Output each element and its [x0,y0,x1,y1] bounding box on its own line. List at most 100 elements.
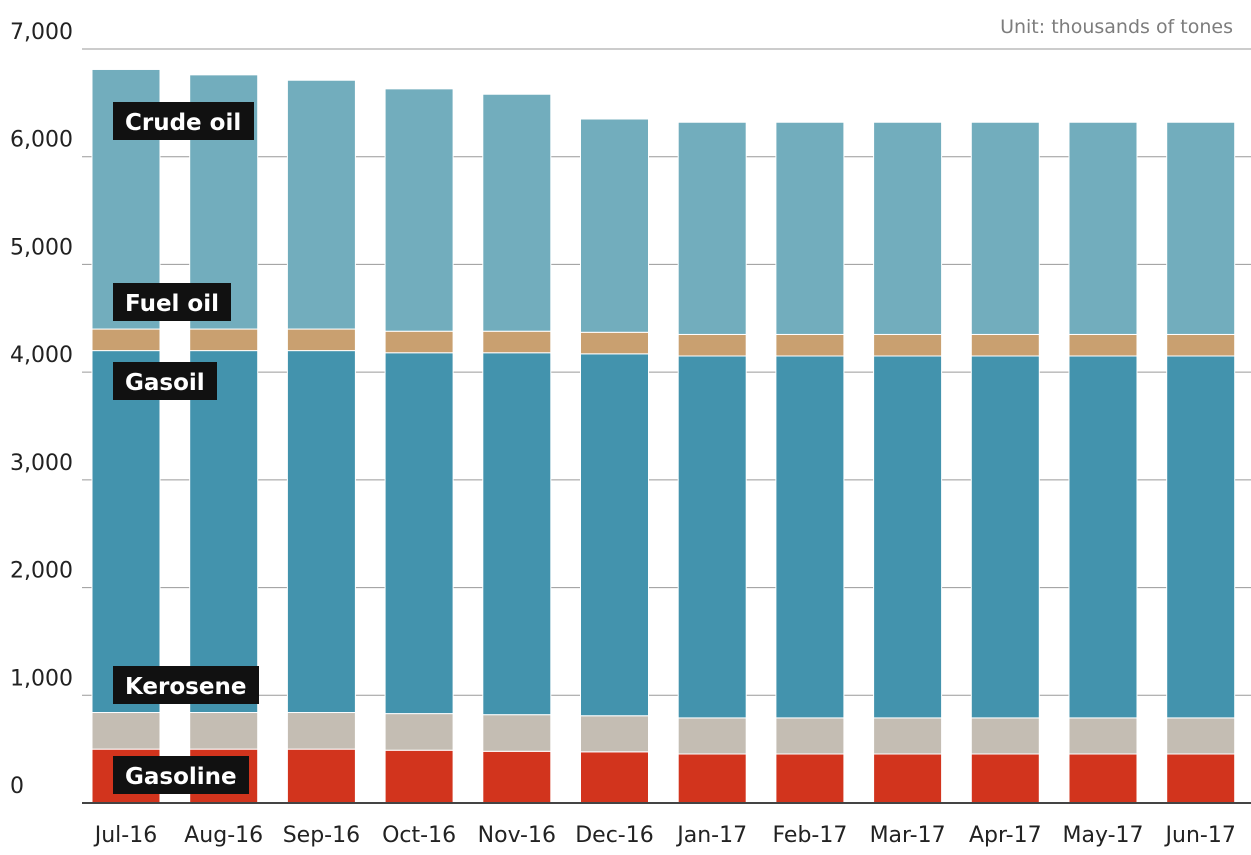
bar-segment [286,712,356,750]
bar-segment [677,121,747,335]
bar-segment [873,753,943,804]
bar-segment [677,717,747,755]
bar-segment [482,352,552,716]
bar-segment [384,749,454,804]
bar-segment [775,753,845,804]
bars [91,68,1236,804]
bar-segment [482,330,552,354]
bar-segment [482,93,552,332]
x-tick-label: Jun-17 [1164,823,1236,848]
series-label: Kerosene [113,666,259,704]
x-tick-label: Mar-17 [870,823,946,848]
bar-segment [384,88,454,332]
bar-segment [384,330,454,354]
x-tick-label: Oct-16 [382,823,456,848]
bar-segment [970,333,1040,357]
bar-segment [1068,121,1138,335]
bar-segment [873,355,943,719]
bar-segment [286,79,356,330]
y-tick-label: 6,000 [10,128,73,153]
bar-segment [482,750,552,804]
bar-segment [970,753,1040,804]
bar-segment [873,333,943,357]
series-label-text: Crude oil [125,110,241,136]
bar-stack [384,88,454,804]
bar-stack [580,118,649,804]
bar-segment [91,712,161,750]
bar-segment [1166,753,1236,804]
bar-segment [873,121,943,335]
x-tick-label: Aug-16 [184,823,263,848]
x-tick-label: Sep-16 [283,823,360,848]
bar-segment [1068,717,1138,755]
bar-segment [1166,121,1236,335]
bar-segment [775,333,845,357]
bar-stack [775,121,845,804]
series-label-bg [113,102,254,140]
bar-stack [677,121,747,804]
bar-segment [286,350,356,714]
bar-segment [970,355,1040,719]
y-tick-label: 5,000 [10,235,73,260]
y-tick-label: 7,000 [10,20,73,45]
bar-stack [482,93,552,804]
series-label-bg [113,666,259,704]
gridlines [82,48,1251,696]
x-tick-label: Nov-16 [478,823,556,848]
bar-segment [1166,355,1236,719]
bar-stack [1166,121,1236,804]
x-tick-label: Jan-17 [675,823,747,848]
bar-segment [580,118,649,333]
bar-segment [1068,753,1138,804]
y-tick-label: 3,000 [10,451,73,476]
bar-segment [677,333,747,357]
series-label-bg [113,283,231,321]
bar-segment [189,712,259,750]
y-tick-label: 0 [10,774,24,799]
bar-stack [1068,121,1138,804]
series-labels: Gasoline Kerosene Gasoil Fuel oil Crude oil [113,102,259,794]
bar-segment [677,355,747,719]
bar-stack [873,121,943,804]
bar-segment [91,350,161,714]
bar-segment [580,331,649,355]
series-label-bg [113,362,217,400]
bar-segment [91,328,161,352]
bar-segment [384,713,454,751]
bar-segment [384,352,454,715]
series-label-text: Kerosene [125,674,246,700]
series-label-text: Gasoil [125,370,205,396]
bar-segment [873,717,943,755]
bar-segment [970,717,1040,755]
series-label: Fuel oil [113,283,231,321]
bar-segment [1068,355,1138,719]
x-tick-label: Apr-17 [969,823,1042,848]
bar-stack [91,68,161,804]
y-tick-label: 2,000 [10,559,73,584]
x-tick-label: May-17 [1062,823,1143,848]
bar-segment [189,328,259,352]
bar-segment [775,121,845,335]
bar-segment [775,355,845,719]
bar-segment [1068,333,1138,357]
bar-segment [677,753,747,804]
bar-stack [970,121,1040,804]
series-label-text: Fuel oil [125,291,219,317]
bar-segment [1166,717,1236,755]
bar-segment [189,350,259,714]
bar-segment [1166,333,1236,357]
y-tick-label: 1,000 [10,666,73,691]
bar-segment [970,121,1040,335]
series-label-text: Gasoline [125,764,237,790]
bar-segment [482,714,552,752]
x-axis-ticks: Jul-16 Aug-16 Sep-16 Oct-16 Nov-16 Dec-16 Jan-… [93,823,1236,848]
x-tick-label: Dec-16 [575,823,654,848]
bar-segment [286,328,356,352]
series-label: Crude oil [113,102,254,140]
bar-segment [580,751,649,804]
bar-segment [775,717,845,755]
bar-segment [580,353,649,717]
y-axis-ticks: 0 1,000 2,000 3,000 4,000 5,000 6,000 7,000 [10,20,73,799]
bar-segment [286,748,356,804]
